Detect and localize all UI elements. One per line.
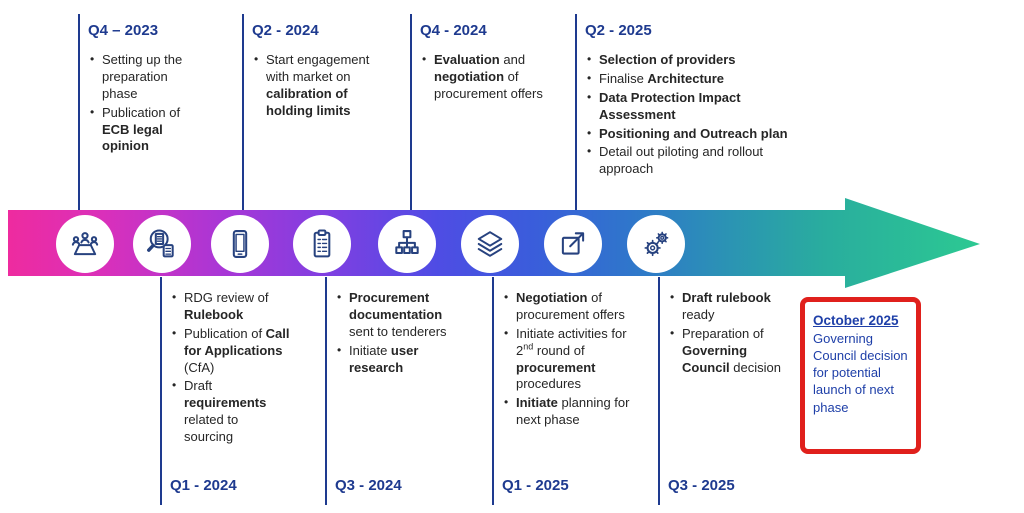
org-chart-icon	[395, 230, 419, 255]
external-link-icon	[561, 232, 585, 255]
bullet-item: Detail out piloting and rollout approach	[585, 144, 800, 178]
callout-title: October 2025	[813, 313, 899, 328]
milestone-circle	[133, 215, 191, 273]
bullet-list: Negotiation of procurement offersInitiat…	[502, 290, 630, 429]
quarter-heading: Q4 - 2024	[420, 22, 487, 39]
milestone-block-q3-2024: Procurement documentation sent to tender…	[335, 290, 459, 378]
bullet-item: RDG review of Rulebook	[170, 290, 290, 324]
october-2025-callout: October 2025 Governing Council decision …	[800, 297, 921, 454]
bullet-list: RDG review of RulebookPublication of Cal…	[170, 290, 290, 446]
milestone-circle	[627, 215, 685, 273]
connector-line	[78, 14, 80, 210]
connector-line	[410, 14, 412, 210]
bullet-list: Start engagement with market on calibrat…	[252, 52, 374, 120]
gears-icon	[644, 231, 669, 257]
milestone-circle	[293, 215, 351, 273]
milestone-block-q2-2025: Q2 - 2025 Selection of providers Finalise…	[585, 22, 800, 180]
bullet-item: Procurement documentation sent to tender…	[335, 290, 459, 341]
bullet-list: Evaluation and negotiation of procuremen…	[420, 52, 548, 103]
bullet-item: Preparation of Governing Council decisio…	[668, 326, 796, 377]
quarter-label: Q3 - 2024	[335, 477, 402, 494]
bullet-list: Draft rulebook readyPreparation of Gover…	[668, 290, 796, 376]
bullet-item: Negotiation of procurement offers	[502, 290, 630, 324]
connector-line	[160, 277, 162, 505]
connector-line	[575, 14, 577, 210]
connector-line	[242, 14, 244, 210]
connector-line	[325, 277, 327, 505]
quarter-label: Q3 - 2025	[668, 477, 735, 494]
layers-icon	[477, 231, 503, 257]
milestone-circle	[211, 215, 269, 273]
document-review-icon	[147, 229, 174, 258]
milestone-circle	[544, 215, 602, 273]
milestone-circle	[56, 215, 114, 273]
bullet-item: Selection of providers	[585, 52, 800, 69]
bullet-item: Start engagement with market on calibrat…	[252, 52, 374, 120]
bullet-item: Positioning and Outreach plan	[585, 126, 800, 143]
quarter-heading: Q2 - 2024	[252, 22, 319, 39]
milestone-circle	[378, 215, 436, 273]
bullet-item: Initiate planning for next phase	[502, 395, 630, 429]
bullet-item: Data Protection Impact Assessment	[585, 90, 800, 124]
callout-body: Governing Council decision for potential…	[813, 331, 908, 415]
bullet-item: Initiate activities for 2nd round of pro…	[502, 326, 630, 394]
bullet-list: Setting up the preparation phasePublicat…	[88, 52, 206, 155]
bullet-item: Evaluation and negotiation of procuremen…	[420, 52, 548, 103]
bullet-item: Initiate user research	[335, 343, 459, 377]
meeting-icon	[71, 232, 99, 256]
milestone-block-q4-2024: Q4 - 2024 Evaluation and negotiation of …	[420, 22, 548, 105]
milestone-block-q4-2023: Q4 – 2023 Setting up the preparation pha…	[88, 22, 206, 157]
bullet-list: Procurement documentation sent to tender…	[335, 290, 459, 376]
milestone-block-q1-2025: Negotiation of procurement offersInitiat…	[502, 290, 630, 431]
quarter-label: Q1 - 2024	[170, 477, 237, 494]
bullet-item: Finalise Architecture	[585, 71, 800, 88]
bullet-item: Setting up the preparation phase	[88, 52, 206, 103]
quarter-heading: Q4 – 2023	[88, 22, 159, 39]
bullet-item: Draft requirements related to sourcing	[170, 378, 290, 446]
connector-line	[658, 277, 660, 505]
milestone-block-q3-2025: Draft rulebook readyPreparation of Gover…	[668, 290, 796, 378]
bullet-item: Draft rulebook ready	[668, 290, 796, 324]
clipboard-icon	[313, 229, 331, 258]
quarter-label: Q1 - 2025	[502, 477, 569, 494]
bullet-item: Publication of ECB legal opinion	[88, 105, 206, 156]
bullet-list: Selection of providers Finalise Architect…	[585, 52, 800, 178]
milestone-block-q2-2024: Q2 - 2024 Start engagement with market o…	[252, 22, 374, 122]
connector-line	[492, 277, 494, 505]
quarter-heading: Q2 - 2025	[585, 22, 652, 39]
smartphone-icon	[232, 230, 248, 258]
milestone-block-q1-2024: RDG review of RulebookPublication of Cal…	[170, 290, 290, 448]
bullet-item: Publication of Call for Applications (Cf…	[170, 326, 290, 377]
milestone-circle	[461, 215, 519, 273]
